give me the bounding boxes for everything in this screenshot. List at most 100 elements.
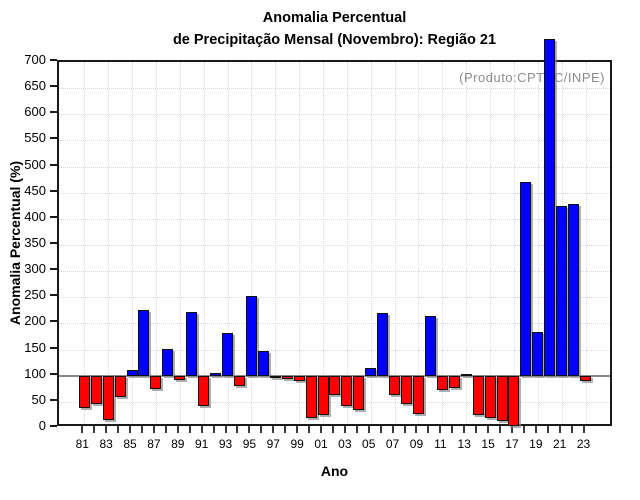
y-tick-350 <box>50 242 57 244</box>
h-gridline-550 <box>59 140 610 142</box>
x-tick-2006 <box>379 426 382 433</box>
x-tick-2003 <box>343 426 346 433</box>
y-tick-label-600: 600 <box>24 104 46 120</box>
y-tick-label-650: 650 <box>24 78 46 94</box>
x-axis-title: Ano <box>320 463 349 479</box>
bar-2013 <box>460 373 472 376</box>
y-tick-label-0: 0 <box>38 418 46 433</box>
bar-1982 <box>90 375 102 405</box>
h-gridline-500 <box>59 166 610 168</box>
y-tick-150 <box>50 346 57 349</box>
bar-2005 <box>365 367 377 376</box>
y-tick-500 <box>50 163 57 166</box>
plot-area: (Produto:CPTEC/INPE) <box>57 39 612 426</box>
x-tick-2017 <box>510 426 513 433</box>
v-gridline-1981 <box>84 62 86 424</box>
y-tick-label-450: 450 <box>24 182 46 198</box>
bar-2006 <box>377 312 389 376</box>
y-tick-label-100: 100 <box>24 365 46 381</box>
h-gridline-650 <box>59 88 610 90</box>
y-tick-400 <box>50 215 57 218</box>
x-tick-1995 <box>248 426 251 433</box>
x-tick-2004 <box>355 426 358 433</box>
x-tick-1985 <box>129 426 132 433</box>
bar-1986 <box>138 310 150 376</box>
chart-title-line1: Anomalia Percentual <box>262 10 407 26</box>
x-tick-2020 <box>546 426 549 433</box>
x-tick-1990 <box>188 426 191 433</box>
bar-2017 <box>508 375 520 426</box>
y-tick-label-550: 550 <box>24 130 46 146</box>
bar-1989 <box>174 375 186 380</box>
bar-1995 <box>245 295 257 376</box>
bar-2015 <box>484 375 496 418</box>
x-tick-1983 <box>105 426 108 433</box>
h-gridline-150 <box>59 349 610 351</box>
v-gridline-1987 <box>155 62 157 424</box>
x-tick-2007 <box>391 426 394 433</box>
x-tick-label-19: 19 <box>529 437 543 451</box>
v-gridline-1993 <box>227 62 229 424</box>
x-tick-2000 <box>308 426 311 433</box>
bar-1983 <box>102 375 114 421</box>
v-gridline-2015 <box>490 62 492 424</box>
bar-1990 <box>186 311 198 376</box>
bar-2003 <box>341 375 353 406</box>
x-tick-label-99: 99 <box>290 437 304 451</box>
v-gridline-2019 <box>537 62 539 424</box>
bar-1993 <box>222 332 234 376</box>
x-tick-1998 <box>284 426 287 433</box>
x-tick-label-87: 87 <box>147 437 161 451</box>
y-tick-250 <box>50 294 57 297</box>
x-tick-label-85: 85 <box>123 437 137 451</box>
x-tick-label-89: 89 <box>171 437 185 451</box>
x-tick-2001 <box>320 426 322 433</box>
x-tick-2023 <box>582 426 585 433</box>
v-gridline-1991 <box>203 62 205 424</box>
x-tick-2014 <box>475 426 478 433</box>
v-gridline-1995 <box>251 62 253 424</box>
x-tick-label-11: 11 <box>434 437 447 451</box>
bar-1987 <box>150 375 162 390</box>
x-tick-label-97: 97 <box>266 437 280 451</box>
bar-2018 <box>520 182 532 376</box>
x-tick-1984 <box>117 426 120 433</box>
bar-2010 <box>424 315 436 376</box>
bar-2004 <box>353 375 365 410</box>
x-tick-2009 <box>415 426 418 433</box>
y-tick-700 <box>50 59 57 61</box>
bar-1997 <box>269 375 281 378</box>
x-tick-2010 <box>427 426 430 433</box>
y-tick-label-50: 50 <box>31 391 46 407</box>
x-tick-label-91: 91 <box>194 437 209 451</box>
y-tick-label-500: 500 <box>24 156 46 172</box>
x-tick-2008 <box>403 426 406 433</box>
y-tick-label-400: 400 <box>24 208 46 224</box>
bar-2020 <box>544 39 556 376</box>
v-gridline-2003 <box>346 62 348 424</box>
bar-2023 <box>580 375 592 382</box>
x-tick-label-95: 95 <box>242 437 257 451</box>
x-tick-label-81: 81 <box>75 437 89 451</box>
bar-1998 <box>281 375 293 380</box>
h-gridline-350 <box>59 245 610 246</box>
x-tick-1988 <box>164 426 167 433</box>
v-gridline-2009 <box>418 62 420 424</box>
y-tick-550 <box>50 137 57 140</box>
bar-2007 <box>389 375 401 395</box>
chart-title: Anomalia Percentual de Precipitação Mens… <box>57 7 612 51</box>
bar-2022 <box>568 204 580 376</box>
y-tick-label-300: 300 <box>24 261 46 277</box>
bar-1985 <box>126 370 138 376</box>
x-tick-2011 <box>439 426 442 433</box>
v-gridline-1989 <box>179 62 181 424</box>
x-tick-1986 <box>140 426 143 433</box>
x-tick-2002 <box>331 426 334 433</box>
x-tick-label-09: 09 <box>409 437 424 451</box>
bar-1991 <box>198 375 210 406</box>
x-tick-label-07: 07 <box>385 437 400 451</box>
y-tick-100 <box>50 372 57 375</box>
bar-2009 <box>412 375 424 415</box>
x-tick-1999 <box>296 426 299 433</box>
